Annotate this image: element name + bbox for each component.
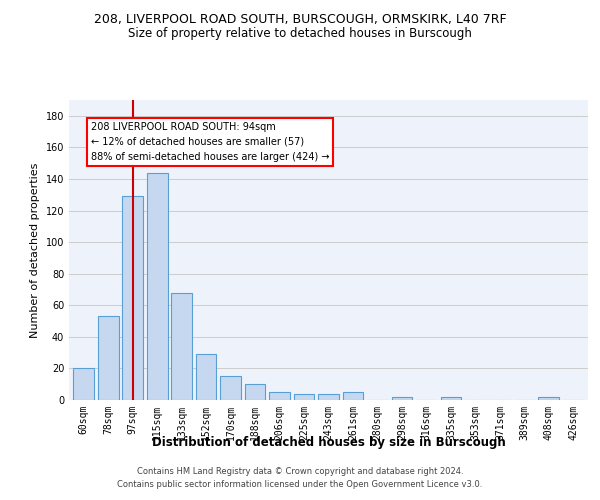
Bar <box>245 384 265 400</box>
Bar <box>196 354 217 400</box>
Text: Distribution of detached houses by size in Burscough: Distribution of detached houses by size … <box>152 436 506 449</box>
Bar <box>269 392 290 400</box>
Text: 208, LIVERPOOL ROAD SOUTH, BURSCOUGH, ORMSKIRK, L40 7RF: 208, LIVERPOOL ROAD SOUTH, BURSCOUGH, OR… <box>94 12 506 26</box>
Bar <box>147 172 167 400</box>
Bar <box>392 397 412 400</box>
Bar <box>98 316 119 400</box>
Y-axis label: Number of detached properties: Number of detached properties <box>30 162 40 338</box>
Text: Size of property relative to detached houses in Burscough: Size of property relative to detached ho… <box>128 28 472 40</box>
Bar <box>440 397 461 400</box>
Bar <box>318 394 339 400</box>
Bar <box>122 196 143 400</box>
Text: Contains HM Land Registry data © Crown copyright and database right 2024.: Contains HM Land Registry data © Crown c… <box>137 467 463 476</box>
Text: Contains public sector information licensed under the Open Government Licence v3: Contains public sector information licen… <box>118 480 482 489</box>
Bar <box>220 376 241 400</box>
Text: 208 LIVERPOOL ROAD SOUTH: 94sqm
← 12% of detached houses are smaller (57)
88% of: 208 LIVERPOOL ROAD SOUTH: 94sqm ← 12% of… <box>91 122 329 162</box>
Bar <box>171 292 192 400</box>
Bar <box>73 368 94 400</box>
Bar <box>293 394 314 400</box>
Bar <box>538 397 559 400</box>
Bar <box>343 392 364 400</box>
